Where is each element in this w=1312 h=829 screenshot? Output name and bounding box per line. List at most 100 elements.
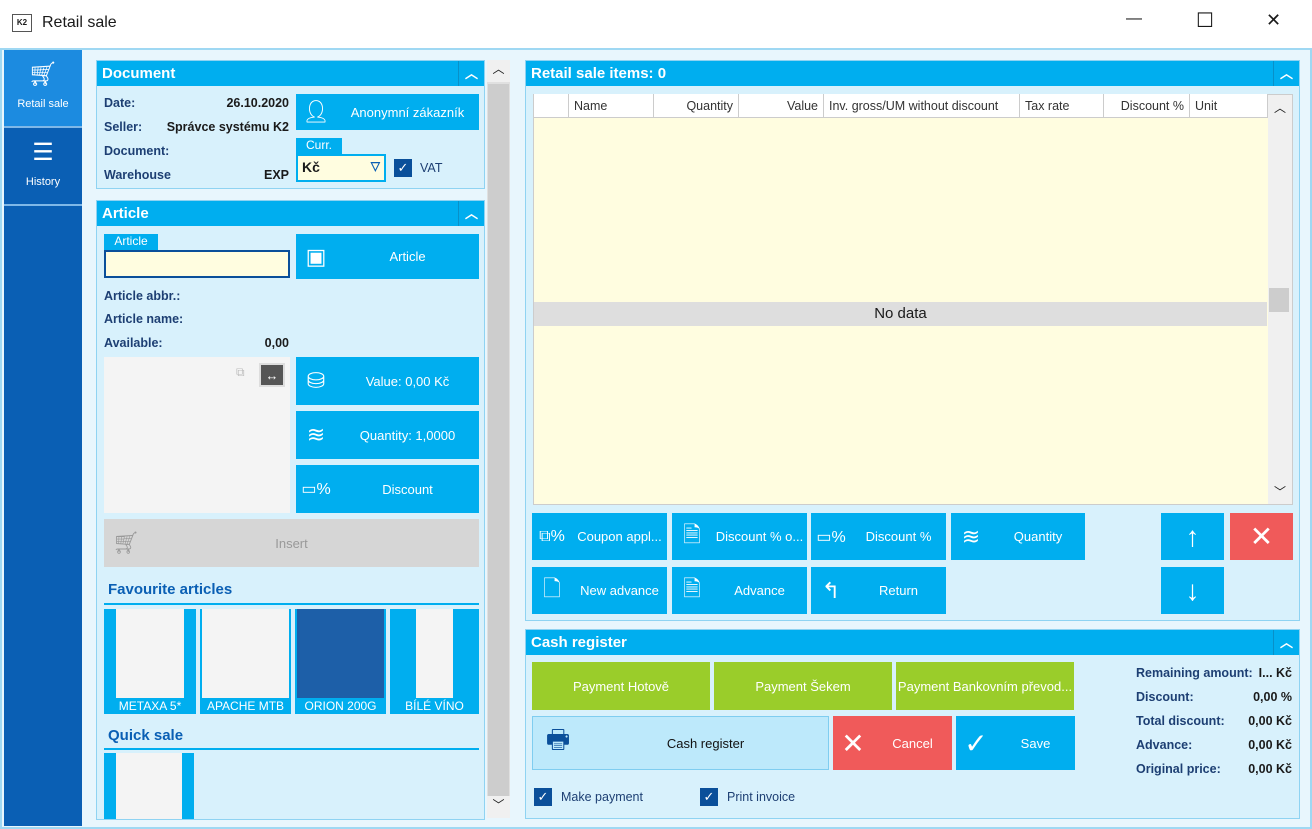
scroll-up-icon[interactable]: ︿ (487, 60, 510, 82)
new-advance-button[interactable]: 🗋︎ New advance (532, 567, 667, 614)
coupon-button[interactable]: ⧉% Coupon appl... (532, 513, 667, 560)
panel-title: Retail sale items: 0 (531, 65, 667, 82)
cart-icon: 🛒︎ (27, 61, 59, 88)
move-down-button[interactable]: ↓ (1161, 567, 1224, 614)
arrow-down-icon: ↓ (1185, 574, 1200, 606)
minimize-button[interactable]: — (1126, 10, 1142, 27)
column-header[interactable]: Discount % (1104, 94, 1190, 118)
document-header: Document ︿ (97, 61, 484, 86)
remaining-value: I... Kč (1258, 666, 1292, 680)
vat-checkbox[interactable]: ✓ (394, 159, 412, 177)
column-header[interactable]: Quantity (654, 94, 739, 118)
favourite-article[interactable]: APACHE MTB (200, 609, 291, 714)
remaining-label: Remaining amount: (1136, 666, 1253, 680)
return-button[interactable]: ↰ Return (811, 567, 946, 614)
cash-register-button[interactable]: 🖶︎ Cash register (532, 716, 829, 770)
column-header[interactable]: Inv. gross/UM without discount (824, 94, 1020, 118)
article-input-label: Article (104, 234, 158, 250)
close-button[interactable]: ✕ (1266, 10, 1282, 30)
button-label: Discount % (865, 529, 932, 544)
date-label: Date: (104, 96, 136, 110)
print-invoice-checkbox[interactable]: ✓ (700, 788, 718, 806)
seller-label: Seller: (104, 120, 143, 134)
resize-icon[interactable]: ↔ (259, 363, 285, 387)
article-button[interactable]: ▣ Article (296, 234, 479, 279)
original-price-label: Original price: (1136, 762, 1221, 776)
article-thumbnail (116, 753, 182, 819)
cancel-button[interactable]: ✕ Cancel (833, 716, 952, 770)
discount-icon: ▭% (301, 481, 331, 498)
quantity-button[interactable]: ≋ Quantity: 1,0000 (296, 411, 479, 459)
date-value: 26.10.2020 (226, 96, 289, 110)
move-up-button[interactable]: ↑ (1161, 513, 1224, 560)
favourite-article[interactable]: BÍLÉ VÍNO (390, 609, 479, 714)
payment-cash-button[interactable]: Payment Hotově (532, 662, 710, 710)
button-label: Save (1020, 735, 1051, 751)
nav-history[interactable]: ☰ History (4, 128, 82, 206)
customer-button[interactable]: 👤︎ Anonymní zákazník (296, 94, 479, 130)
payment-check-button[interactable]: Payment Šekem (714, 662, 892, 710)
button-label: Advance (734, 583, 785, 598)
items-header: Retail sale items: 0 ︿ (526, 61, 1299, 86)
discount-doc-button[interactable]: 🗎︎ Discount % o... (672, 513, 807, 560)
value-button[interactable]: ⛁ Value: 0,00 Kč (296, 357, 479, 405)
panel-title: Article (102, 205, 149, 222)
favourite-article[interactable]: ORION 200G (295, 609, 386, 714)
article-image: ⧉ ↔ (104, 357, 290, 513)
advance-icon: 🗎︎ (683, 575, 701, 601)
payment-bank-button[interactable]: Payment Bankovním převod... (896, 662, 1074, 710)
title-bar: K2 Retail sale — ☐ ✕ (0, 0, 1312, 48)
insert-button[interactable]: 🛒︎ Insert (104, 519, 479, 567)
total-discount-value: 0,00 Kč (1248, 714, 1292, 728)
column-header[interactable]: Unit (1190, 94, 1268, 118)
discount-label: Discount: (1136, 690, 1194, 704)
maximize-button[interactable]: ☐ (1196, 10, 1214, 32)
advance-button[interactable]: 🗎︎ Advance (672, 567, 807, 614)
column-header[interactable]: Name (569, 94, 654, 118)
button-label: Article (389, 249, 426, 264)
favourite-article[interactable]: METAXA 5* (104, 609, 196, 714)
no-data-row: No data (534, 302, 1267, 326)
article-input[interactable] (104, 250, 290, 278)
discount-pct-button[interactable]: ▭% Discount % (811, 513, 946, 560)
scrollbar-thumb[interactable] (1269, 288, 1289, 312)
quick-sale-title: Quick sale (108, 727, 184, 744)
scroll-down-icon[interactable]: ﹀ (1273, 485, 1286, 499)
collapse-button[interactable]: ︿ (458, 61, 484, 86)
cash-register-header: Cash register ︿ (526, 630, 1299, 655)
tile-label: ORION 200G (304, 699, 377, 713)
coins-icon: ⛁ (306, 368, 326, 393)
grid-scrollbar[interactable]: ︿ ﹀ (1268, 95, 1292, 504)
side-nav: 🛒︎ Retail sale ☰ History (4, 50, 82, 826)
scroll-down-icon[interactable]: ﹀ (487, 796, 510, 818)
advance-label: Advance: (1136, 738, 1193, 752)
column-header[interactable]: Tax rate (1020, 94, 1104, 118)
divider (104, 603, 479, 605)
button-label: New advance (580, 583, 659, 598)
nav-label: History (25, 176, 61, 188)
currency-select[interactable]: Kč ▽ (296, 154, 386, 182)
collapse-button[interactable]: ︿ (1273, 61, 1299, 86)
scroll-up-icon[interactable]: ︿ (1273, 101, 1286, 115)
tile-label: APACHE MTB (206, 699, 285, 713)
delete-item-button[interactable]: ✕ (1230, 513, 1293, 560)
nav-retail-sale[interactable]: 🛒︎ Retail sale (4, 50, 82, 128)
warehouse-label: Warehouse (104, 168, 171, 182)
article-thumbnail (202, 609, 289, 698)
quick-sale-article[interactable] (104, 753, 194, 819)
panel-title: Document (102, 65, 176, 82)
advance-value: 0,00 Kč (1248, 738, 1292, 752)
save-button[interactable]: ✓ Save (956, 716, 1075, 770)
discount-button[interactable]: ▭% Discount (296, 465, 479, 513)
left-scrollbar[interactable]: ︿ ﹀ (487, 60, 510, 818)
scrollbar-thumb[interactable] (488, 84, 509, 796)
button-label: Cash register (666, 735, 745, 751)
column-header[interactable]: Value (739, 94, 824, 118)
collapse-button[interactable]: ︿ (458, 201, 484, 226)
external-link-icon[interactable]: ⧉ (236, 365, 245, 379)
return-icon: ↰ (821, 577, 841, 603)
collapse-button[interactable]: ︿ (1273, 630, 1299, 655)
make-payment-checkbox[interactable]: ✓ (534, 788, 552, 806)
currency-value: Kč (302, 159, 320, 175)
item-quantity-button[interactable]: ≋ Quantity (951, 513, 1085, 560)
